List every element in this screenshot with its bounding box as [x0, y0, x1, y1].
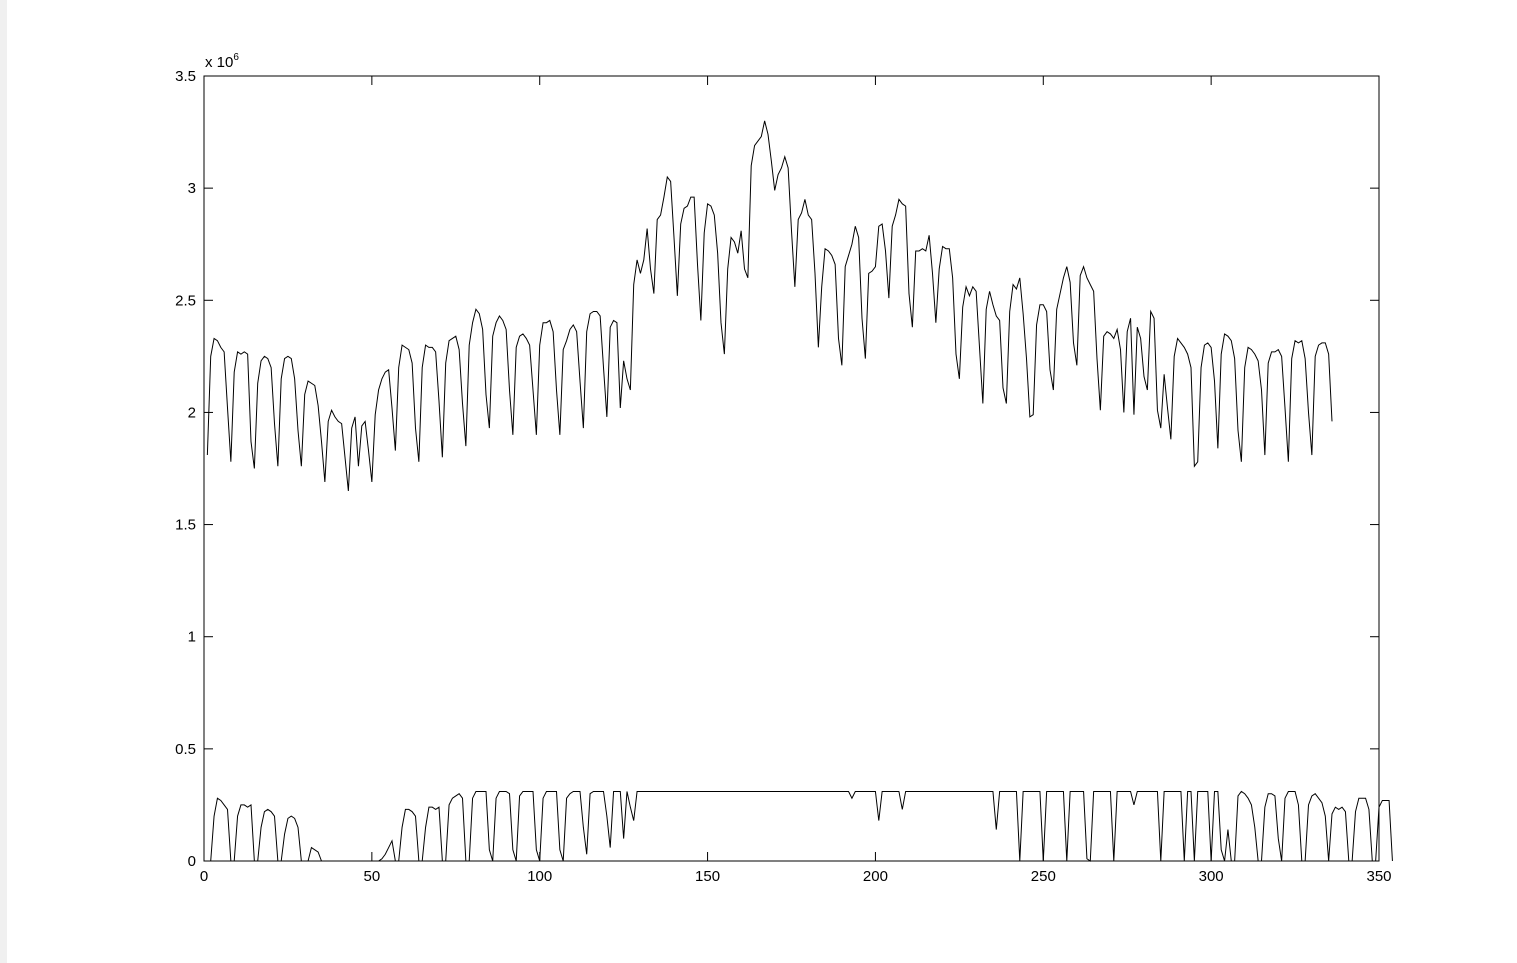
y-tick-label: 1	[188, 629, 196, 646]
y-exponent-label: x 106	[205, 52, 239, 71]
x-tick-label: 150	[695, 868, 720, 885]
series-line-2	[207, 790, 1393, 862]
x-tick-label: 100	[527, 868, 552, 885]
x-tick-label: 250	[1031, 868, 1056, 885]
y-tick-label: 2	[188, 404, 196, 421]
y-tick-label: 0.5	[175, 741, 196, 758]
y-exponent-power: 6	[233, 52, 239, 63]
x-tick-label: 350	[1366, 868, 1391, 885]
series-lines-layer	[206, 120, 1393, 862]
y-tick-label: 1.5	[175, 517, 196, 534]
x-tick-label: 200	[863, 868, 888, 885]
y-tick-label: 0	[188, 853, 196, 870]
x-tick-label: 300	[1199, 868, 1224, 885]
y-tick-label: 3.5	[175, 68, 196, 85]
series-line-1	[206, 120, 1333, 491]
y-tick-label: 3	[188, 180, 196, 197]
figure-canvas: 0 50 100 150 200 250 300 350 0 0.5 1 1.5 2 2.5 3 3.5 x …	[7, 0, 1517, 963]
ticks-layer: 0 50 100 150 200 250 300 350 0 0.5 1 1.5 2 2.5 3 3.5	[175, 68, 1391, 885]
axes-box	[203, 75, 1380, 862]
x-tick-label: 0	[200, 868, 208, 885]
line-chart: 0 50 100 150 200 250 300 350 0 0.5 1 1.5 2 2.5 3 3.5 x …	[175, 52, 1393, 885]
x-tick-label: 50	[364, 868, 381, 885]
y-tick-label: 2.5	[175, 292, 196, 309]
